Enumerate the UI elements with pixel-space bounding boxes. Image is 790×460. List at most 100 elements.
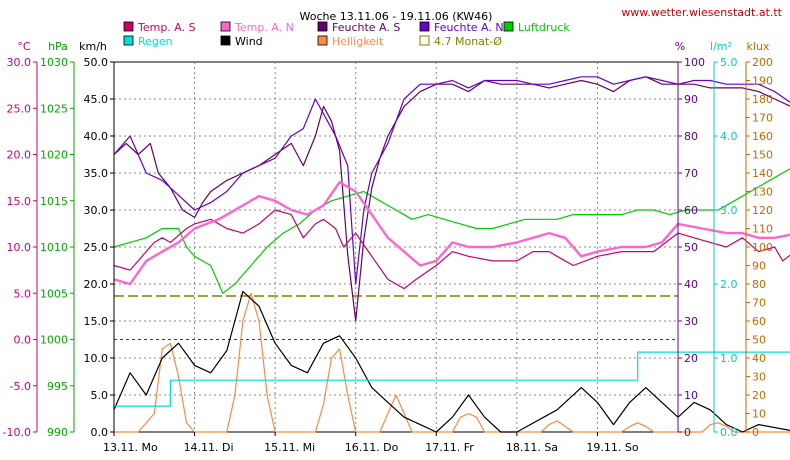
chart-title: Woche 13.11.06 - 19.11.06 (KW46) <box>300 10 493 23</box>
klux-tick-label: 160 <box>752 130 773 143</box>
hpa-tick-label: 1020 <box>40 149 68 162</box>
klux-tick-label: 0 <box>752 426 759 439</box>
hpa-tick-label: 1015 <box>40 195 68 208</box>
x-tick-label: 15.11. Mi <box>264 441 315 454</box>
kmh-tick-label: 15.0 <box>84 315 109 328</box>
series-line-temp-a-s <box>113 209 790 290</box>
temp-tick-label: -10.0 <box>3 426 31 439</box>
x-tick-label: 14.11. Di <box>184 441 234 454</box>
klux-tick-label: 110 <box>752 223 773 236</box>
series-line-temp-a-n <box>113 180 790 286</box>
legend-swatch-4-7-monat <box>419 35 430 46</box>
klux-tick-label: 60 <box>752 315 766 328</box>
rain-tick-label: 4.0 <box>720 130 738 143</box>
pct-tick-label: 80 <box>684 130 698 143</box>
x-tick-label: 19.11. So <box>586 441 638 454</box>
klux-tick-label: 90 <box>752 260 766 273</box>
kmh-tick-label: 45.0 <box>84 93 109 106</box>
hpa-tick-label: 990 <box>47 426 68 439</box>
pct-tick-label: 60 <box>684 204 698 217</box>
kmh-tick-label: 0.0 <box>91 426 109 439</box>
kmh-tick-label: 5.0 <box>91 389 109 402</box>
legend-swatch-temp-a-n <box>220 21 231 32</box>
plot-area <box>113 61 679 433</box>
legend-swatch-feuchte-a-n <box>419 21 430 32</box>
pct-tick-label: 100 <box>684 56 705 69</box>
pct-tick-label: 40 <box>684 278 698 291</box>
legend-label-regen: Regen <box>138 35 173 48</box>
series-line-luftdruck <box>113 168 790 294</box>
hpa-unit-label: hPa <box>48 40 68 53</box>
left-axes: 30.0 25.0 20.0 15.0 10.0 5.0 0.0 -5.0 -10.0 °C 103… <box>3 40 115 439</box>
klux-tick-label: 170 <box>752 112 773 125</box>
klux-tick-label: 100 <box>752 241 773 254</box>
pct-tick-label: 50 <box>684 241 698 254</box>
kmh-tick-label: 10.0 <box>84 352 109 365</box>
x-tick-label: 18.11. Sa <box>506 441 558 454</box>
right-axes: 1009080706050403020100%5.04.03.02.01.00.… <box>675 40 773 439</box>
rain-tick-label: 1.0 <box>720 352 738 365</box>
pct-tick-label: 30 <box>684 315 698 328</box>
hpa-tick-label: 995 <box>47 380 68 393</box>
series-line-regen <box>114 351 790 407</box>
series-lines <box>113 76 790 433</box>
rain-tick-label: 5.0 <box>720 56 738 69</box>
klux-tick-label: 80 <box>752 278 766 291</box>
kmh-unit-label: km/h <box>79 40 107 53</box>
legend-swatch-regen <box>123 35 134 46</box>
temp-unit-label: °C <box>17 40 31 53</box>
series-line-feuchte-a-n <box>113 76 790 285</box>
temp-tick-label: 15.0 <box>7 195 32 208</box>
pct-unit-label: % <box>675 40 685 53</box>
klux-tick-label: 200 <box>752 56 773 69</box>
temp-tick-label: -5.0 <box>10 380 31 393</box>
klux-tick-label: 20 <box>752 389 766 402</box>
temp-tick-label: 10.0 <box>7 241 32 254</box>
legend-label-wind: Wind <box>235 35 263 48</box>
klux-tick-label: 40 <box>752 352 766 365</box>
rain-tick-label: 2.0 <box>720 278 738 291</box>
legend-label-temp-a-n: Temp. A. N <box>234 21 294 34</box>
pct-tick-label: 20 <box>684 352 698 365</box>
legend-swatch-feuchte-a-s <box>317 21 328 32</box>
x-axis: 13.11. Mo 14.11. Di 15.11. Mi 16.11. Do 17.1… <box>103 432 639 454</box>
legend-swatch-wind <box>220 35 231 46</box>
kmh-tick-label: 35.0 <box>84 167 109 180</box>
klux-tick-label: 190 <box>752 75 773 88</box>
legend-label-feuchte-a-s: Feuchte A. S <box>332 21 400 34</box>
legend-label-feuchte-a-n: Feuchte A. N <box>434 21 504 34</box>
klux-tick-label: 180 <box>752 93 773 106</box>
series-line-helligkeit <box>114 292 790 433</box>
klux-tick-label: 120 <box>752 204 773 217</box>
klux-unit-label: klux <box>747 40 770 53</box>
hpa-tick-label: 1005 <box>40 287 68 300</box>
klux-tick-label: 30 <box>752 371 766 384</box>
temp-tick-label: 25.0 <box>7 102 32 115</box>
pct-tick-label: 10 <box>684 389 698 402</box>
hpa-tick-label: 1025 <box>40 102 68 115</box>
hpa-tick-label: 1000 <box>40 334 68 347</box>
legend-label-luftdruck: Luftdruck <box>518 21 570 34</box>
series-line-feuchte-a-s <box>113 76 790 322</box>
pct-tick-label: 70 <box>684 167 698 180</box>
kmh-tick-label: 40.0 <box>84 130 109 143</box>
source-url: www.wetter.wiesenstadt.at.tt <box>621 6 782 19</box>
kmh-tick-label: 20.0 <box>84 278 109 291</box>
legend-swatch-luftdruck <box>503 21 514 32</box>
temp-tick-label: 0.0 <box>14 334 32 347</box>
pct-tick-label: 90 <box>684 93 698 106</box>
rain-tick-label: 3.0 <box>720 204 738 217</box>
temp-tick-label: 5.0 <box>14 287 32 300</box>
klux-tick-label: 130 <box>752 186 773 199</box>
kmh-tick-label: 50.0 <box>84 56 109 69</box>
legend-label-4-7-monat: 4.7 Monat-Ø <box>434 35 502 48</box>
x-tick-label: 17.11. Fr <box>425 441 474 454</box>
hpa-tick-label: 1030 <box>40 56 68 69</box>
grid-lines <box>114 62 678 432</box>
legend: Temp. A. S Temp. A. N Feuchte A. S Feuchte … <box>123 21 570 48</box>
temp-tick-label: 20.0 <box>7 149 32 162</box>
x-tick-label: 13.11. Mo <box>103 441 158 454</box>
rain-unit-label: l/m² <box>710 40 732 53</box>
klux-tick-label: 150 <box>752 149 773 162</box>
